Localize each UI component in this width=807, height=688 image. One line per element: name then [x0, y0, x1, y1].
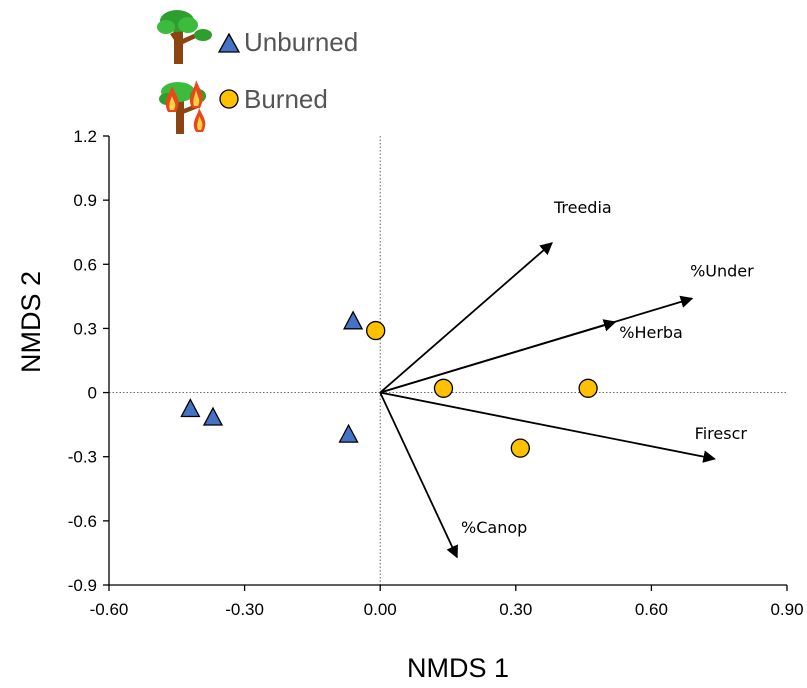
y-tick-label: -0.6	[68, 512, 97, 531]
y-tick-label: 0.9	[73, 191, 97, 210]
vector-arrow	[379, 242, 553, 394]
point-burned	[578, 378, 598, 398]
y-tick-label: -0.3	[68, 448, 97, 467]
legend-marker-circle	[219, 89, 239, 109]
vector-arrow	[379, 319, 617, 394]
vector-arrow	[380, 391, 716, 463]
x-tick-label: 0.90	[770, 600, 803, 619]
legend-label-unburned: Unburned	[244, 27, 358, 57]
axes: -0.60 -0.30 0.00 0.30 0.60 0.90 -0.9-0.6-0.30…	[16, 127, 804, 683]
environmental-vectors: Treedia %Under %Herba Firescr %Canop	[379, 198, 754, 559]
point-burned	[433, 378, 454, 398]
y-tick-label: -0.9	[68, 576, 97, 595]
vector-label: Treedia	[553, 198, 612, 217]
legend-entry-burned: Burned	[159, 80, 328, 134]
x-axis-ticks: -0.60 -0.30 0.00 0.30 0.60 0.90	[90, 585, 804, 619]
x-tick-label: -0.30	[225, 600, 264, 619]
point-burned	[366, 320, 386, 341]
x-tick-label: -0.60	[90, 600, 129, 619]
x-tick-label: 0.60	[635, 600, 668, 619]
burning-tree-icon	[159, 80, 206, 134]
legend: Unburned Burned	[157, 10, 358, 134]
point-burned	[510, 438, 530, 458]
vector-label: Firescr	[695, 424, 748, 443]
y-tick-label: 0	[88, 384, 97, 403]
y-tick-label: 0.3	[73, 319, 97, 338]
vector-label: %Canop	[461, 518, 527, 537]
x-tick-label: 0.30	[499, 600, 532, 619]
y-axis-ticks: -0.9 -0.6 -0.3 0 0.3 0.6 0.9 1.2	[68, 127, 109, 595]
point-unburned	[338, 423, 359, 443]
y-axis-title: NMDS 2	[16, 271, 46, 373]
point-unburned	[180, 398, 201, 418]
vector-label: %Under	[690, 261, 754, 280]
x-axis-title: NMDS 1	[407, 653, 509, 683]
legend-entry-unburned: Unburned	[157, 10, 358, 64]
legend-label-burned: Burned	[244, 84, 328, 114]
legend-marker-triangle	[217, 32, 241, 53]
y-tick-label: 0.6	[73, 255, 97, 274]
x-tick-label: 0.00	[364, 600, 397, 619]
reference-lines	[109, 136, 787, 585]
tree-icon	[157, 10, 212, 64]
point-unburned	[343, 310, 364, 330]
data-points	[180, 310, 598, 458]
vector-label: %Herba	[619, 323, 683, 342]
point-unburned	[202, 406, 224, 426]
y-tick-label: 1.2	[73, 127, 97, 146]
vector-arrow	[379, 392, 458, 559]
